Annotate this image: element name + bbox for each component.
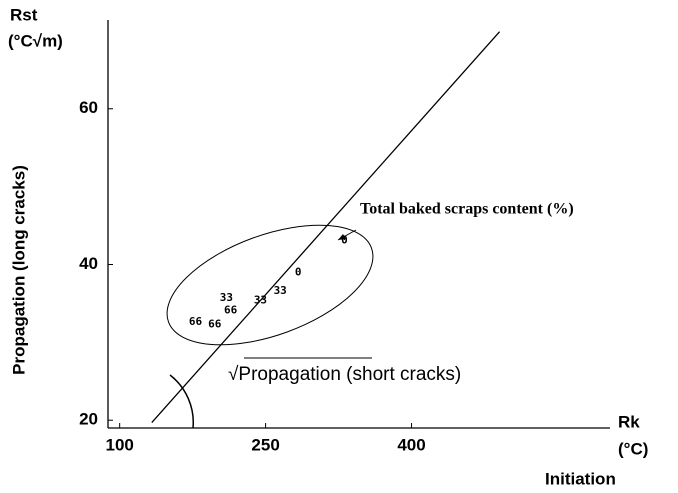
y-tick-label: 20 — [79, 410, 98, 429]
point-label: 66 — [189, 315, 203, 328]
x-unit: (°C) — [618, 439, 648, 458]
x-tick-label: 400 — [397, 435, 425, 454]
arrow-head — [338, 234, 346, 240]
point-label: 0 — [341, 233, 348, 246]
x-tick-label: 250 — [251, 435, 279, 454]
y-label: Propagation (long cracks) — [9, 165, 28, 375]
angle-arc — [169, 374, 195, 429]
x-label: Initiation — [545, 469, 616, 488]
cluster-ellipse — [166, 224, 374, 346]
point-label: 66 — [224, 303, 238, 316]
point-label: 0 — [295, 265, 302, 278]
point-label: 33 — [254, 293, 267, 306]
x-title: Rk — [618, 412, 640, 431]
y-title: Rst — [10, 5, 38, 24]
y-tick-label: 60 — [79, 98, 98, 117]
line-annotation: √Propagation (short cracks) — [228, 364, 461, 385]
y-unit: (°C√m) — [8, 31, 63, 50]
annotation: Total baked scraps content (%) — [360, 201, 574, 218]
point-label: 33 — [220, 291, 233, 304]
x-tick-label: 100 — [105, 435, 133, 454]
point-label: 33 — [274, 284, 287, 297]
y-tick-label: 40 — [79, 254, 98, 273]
point-label: 66 — [208, 317, 222, 330]
trend-line — [151, 31, 501, 423]
axes — [107, 20, 610, 429]
